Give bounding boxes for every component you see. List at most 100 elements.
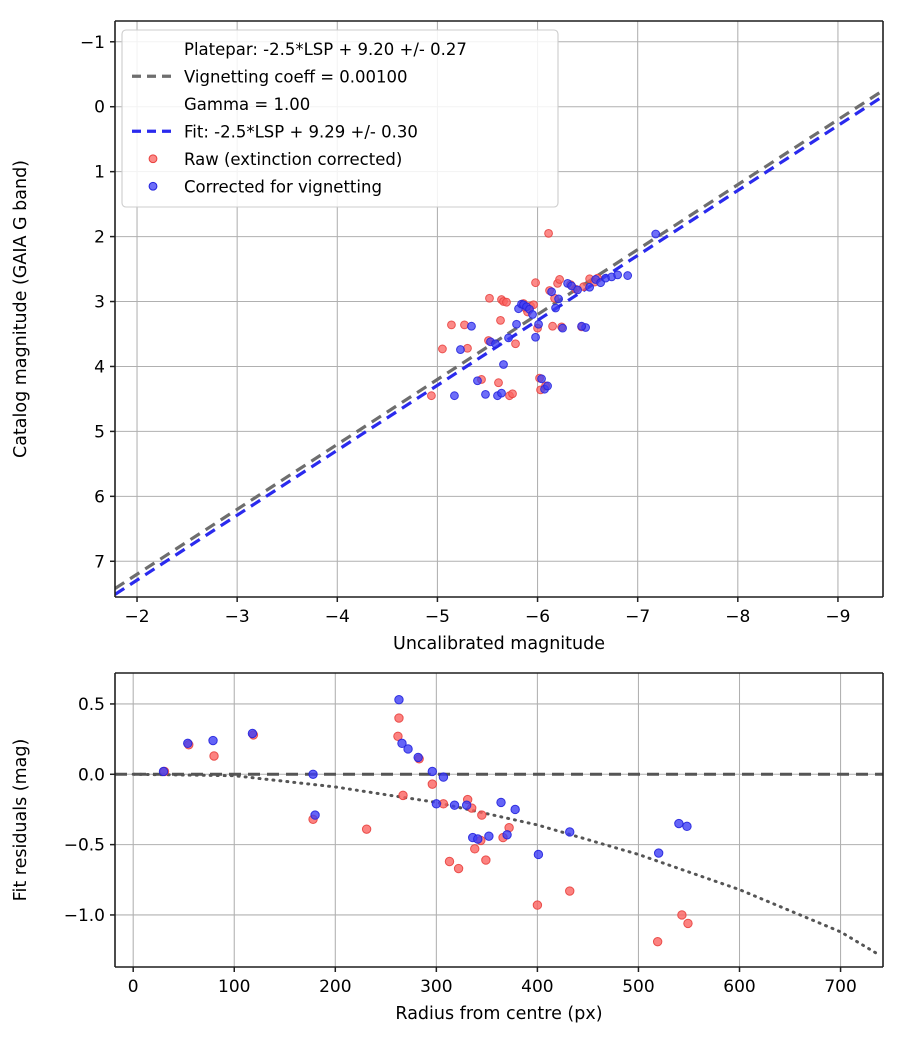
corrected-data-point (467, 321, 476, 331)
corrected-residual-point (431, 799, 442, 809)
corrected-residual-point (461, 800, 472, 810)
raw-residual-point (209, 751, 219, 761)
x-tick-label: 400 (521, 977, 553, 997)
corrected-residual-point (674, 818, 684, 829)
raw-residual-point (453, 863, 464, 874)
top-y-axis-label: Catalog magnitude (GAIA G band) (11, 160, 31, 458)
legend-entry-label: Gamma = 1.00 (184, 95, 310, 114)
x-tick-label: −4 (325, 607, 350, 627)
corrected-data-point (554, 294, 563, 304)
legend: Platepar: -2.5*LSP + 9.20 +/- 0.27 Vignet… (121, 29, 559, 208)
corrected-residual-point (308, 769, 318, 779)
raw-residual-point (398, 790, 408, 801)
corrected-residual-point (510, 804, 520, 815)
y-tick-label: 1 (94, 163, 105, 183)
bottom-panel: 0 100 200 300 400 500 600 700 0.5 0.0 −0.5 −1.0 Radi… (11, 672, 884, 1024)
x-tick-label: 100 (218, 977, 250, 997)
raw-residual-point (393, 731, 403, 742)
corrected-data-point (512, 319, 521, 329)
x-tick-label: −2 (124, 607, 149, 627)
raw-residual-point (677, 910, 687, 920)
corrected-residual-point (438, 772, 449, 782)
y-tick-label: 4 (94, 357, 105, 377)
x-tick-label: 300 (420, 977, 452, 997)
vignetting-model-curve (131, 772, 878, 955)
raw-residual-point (477, 810, 487, 820)
corrected-residual-point (682, 821, 692, 832)
x-tick-label: 200 (319, 977, 351, 997)
corrected-data-point (450, 391, 459, 401)
x-tick-label: −3 (225, 607, 250, 627)
x-tick-label: −8 (725, 607, 750, 627)
corrected-data-point (499, 360, 508, 369)
legend-entry-label: Corrected for vignetting (184, 177, 382, 196)
corrected-data-point (543, 381, 552, 391)
x-tick-label: 500 (622, 977, 654, 997)
corrected-residual-point (158, 766, 169, 777)
corrected-data-point (577, 321, 587, 331)
corrected-data-point (623, 271, 633, 280)
top-panel: −2 −3 −4 −5 −6 −7 −8 −9 −1 0 1 2 3 4 5 6 7 Uncalibrated m… (11, 20, 884, 654)
legend-marker-swatch (148, 154, 158, 164)
corrected-residual-point (247, 728, 258, 739)
corrected-residual-point (565, 827, 575, 837)
y-tick-label: 0.5 (78, 695, 105, 715)
y-tick-label: −1 (80, 33, 105, 53)
corrected-residual-point (473, 834, 483, 844)
raw-residual-point (652, 936, 663, 947)
x-tick-label: −5 (425, 607, 450, 627)
y-tick-label: 0 (94, 98, 105, 118)
platepar-fit-line (115, 89, 883, 590)
top-x-axis-label: Uncalibrated magnitude (393, 634, 605, 654)
corrected-residual-point (394, 695, 404, 705)
corrected-residual-point (533, 849, 544, 860)
corrected-data-point (473, 376, 482, 386)
corrected-data-point (491, 339, 500, 349)
corrected-residual-point (183, 738, 193, 749)
raw-residual-point (481, 855, 491, 865)
x-tick-label: 700 (824, 977, 856, 997)
raw-data-point (544, 228, 553, 238)
raw-residual-point (427, 779, 438, 789)
legend-entry-label: Vignetting coeff = 0.00100 (184, 67, 408, 86)
raw-data-point (548, 321, 557, 331)
top-plot-area (115, 89, 883, 596)
x-tick-label: −7 (625, 607, 650, 627)
y-tick-label: 7 (94, 552, 105, 572)
corrected-residual-point (449, 800, 460, 810)
corrected-data-point (558, 323, 567, 333)
corrected-residual-point (208, 735, 218, 746)
y-tick-label: 5 (94, 422, 105, 442)
raw-residual-point (444, 856, 455, 867)
corrected-residual-point (427, 766, 438, 777)
corrected-data-point (567, 281, 576, 291)
corrected-residual-point (403, 744, 413, 754)
raw-data-point (531, 278, 540, 288)
raw-residual-point (394, 713, 404, 723)
corrected-data-point (497, 388, 506, 398)
y-tick-label: 3 (94, 293, 105, 313)
raw-data-point (427, 391, 436, 401)
raw-data-point (494, 378, 503, 388)
raw-residual-point (565, 886, 575, 896)
corrected-residual-point (397, 738, 407, 749)
corrected-data-point (613, 270, 623, 280)
corrected-data-point (504, 333, 513, 343)
corrected-data-point (528, 310, 537, 319)
raw-residual-point (470, 844, 480, 854)
raw-data-point (460, 320, 469, 330)
legend-box (121, 29, 559, 208)
y-tick-label: 2 (94, 228, 105, 248)
corrected-data-point (456, 345, 465, 354)
y-tick-label: −0.5 (64, 836, 105, 856)
corrected-residual-point (502, 830, 512, 840)
bottom-plot-area (115, 695, 883, 955)
raw-data-point (485, 293, 494, 303)
bottom-y-axis-label: Fit residuals (mag) (11, 739, 31, 902)
corrected-data-point (585, 282, 595, 292)
raw-residual-point (361, 824, 372, 834)
corrected-data-point (531, 332, 540, 342)
corrected-data-point (537, 374, 546, 384)
y-tick-label: −1.0 (64, 906, 105, 926)
